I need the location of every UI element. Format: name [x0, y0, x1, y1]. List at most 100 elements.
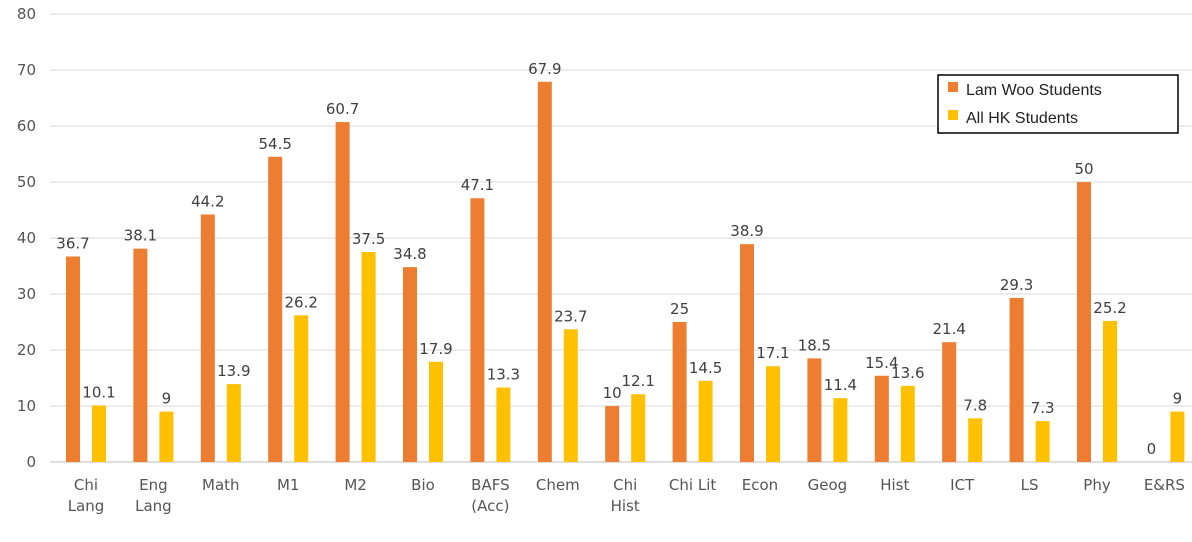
bar-all-hk [833, 398, 848, 462]
bar-all-hk [496, 387, 511, 462]
data-label: 10.1 [82, 383, 115, 401]
data-label: 17.9 [419, 340, 452, 358]
data-label: 13.9 [217, 362, 250, 380]
bar-all-hk [563, 329, 578, 462]
bar-all-hk [159, 411, 174, 462]
data-labels: 36.7 10.1 38.1 9 44.2 13.9 54.5 26.2 60.7 37.5 34.… [56, 60, 1182, 458]
bar-all-hk [226, 384, 241, 462]
bar-lam-woo [403, 267, 417, 462]
data-label: 25 [670, 300, 689, 318]
bar-lam-woo [200, 214, 215, 462]
bar-lam-woo [268, 156, 283, 463]
data-label: 11.4 [824, 376, 857, 394]
bar-lam-woo [133, 248, 148, 462]
data-label: 12.1 [621, 372, 654, 390]
data-label: 23.7 [554, 307, 587, 325]
data-label: 14.5 [689, 359, 722, 377]
bar-all-hk [1170, 411, 1185, 462]
legend-label-all-hk: All HK Students [966, 110, 1078, 127]
bars [66, 81, 1185, 463]
y-axis: 0 10 20 30 40 50 60 70 80 [17, 5, 36, 471]
y-tick-label: 70 [17, 61, 36, 79]
bar-lam-woo [672, 322, 687, 462]
bar-all-hk [92, 405, 106, 462]
y-tick-label: 50 [17, 173, 36, 191]
bar-all-hk [698, 380, 713, 462]
bar-lam-woo [537, 81, 552, 462]
data-label: 60.7 [326, 100, 359, 118]
x-category-label: LS [1021, 476, 1039, 494]
x-category-label: Geog [808, 476, 848, 494]
data-label: 15.4 [865, 354, 898, 372]
bar-lam-woo [1009, 297, 1024, 462]
legend-box [937, 74, 1179, 134]
data-label: 17.1 [756, 344, 789, 362]
y-tick-label: 60 [17, 117, 36, 135]
bar-all-hk [429, 361, 443, 462]
data-label: 25.2 [1093, 299, 1126, 317]
data-label: 67.9 [528, 60, 561, 78]
x-category-label: M1 [277, 476, 300, 494]
y-tick-label: 0 [26, 453, 36, 471]
x-category-label: Phy [1083, 476, 1111, 494]
bar-all-hk [968, 418, 983, 462]
data-label: 38.1 [124, 227, 157, 245]
bar-all-hk [631, 394, 646, 462]
x-category-label: Hist [880, 476, 909, 494]
data-label: 54.5 [258, 135, 291, 153]
x-category-label: E&RS [1144, 476, 1185, 494]
data-label: 36.7 [56, 234, 89, 252]
bar-lam-woo [335, 122, 350, 462]
bar-lam-woo [66, 256, 80, 462]
x-category-label: BAFS [471, 476, 509, 494]
data-label: 9 [162, 390, 172, 408]
x-category-label: Chi [613, 476, 637, 494]
x-category-label: Econ [742, 476, 778, 494]
bar-all-hk [1103, 320, 1117, 462]
x-category-label: M2 [344, 476, 367, 494]
data-label: 37.5 [352, 230, 385, 248]
y-tick-label: 80 [17, 5, 36, 23]
y-tick-label: 30 [17, 285, 36, 303]
bar-lam-woo [740, 244, 754, 462]
x-axis: Chi Lang Eng Lang Math M1 M2 Bio BAFS (Acc) Chem Ch… [68, 476, 1185, 515]
data-label: 13.3 [487, 366, 520, 384]
bar-lam-woo [470, 198, 485, 463]
bar-all-hk [900, 385, 915, 462]
y-tick-label: 40 [17, 229, 36, 247]
x-category-label: Chem [536, 476, 580, 494]
x-category-label: Lang [135, 497, 172, 515]
bar-lam-woo [807, 358, 822, 462]
data-label: 18.5 [798, 336, 831, 354]
data-label: 50 [1074, 160, 1093, 178]
bar-all-hk [294, 315, 309, 462]
data-label: 7.3 [1031, 399, 1055, 417]
x-category-label: Eng [139, 476, 168, 494]
x-category-label: ICT [950, 476, 975, 494]
x-category-label: Chi [74, 476, 98, 494]
data-label: 38.9 [730, 222, 763, 240]
data-label: 10 [603, 384, 622, 402]
bar-lam-woo [1077, 182, 1091, 462]
x-category-label: Bio [411, 476, 435, 494]
x-category-label: (Acc) [471, 497, 509, 515]
data-label: 9 [1173, 390, 1183, 408]
legend-label-lam-woo: Lam Woo Students [966, 82, 1102, 99]
bar-all-hk [766, 366, 780, 462]
data-label: 29.3 [1000, 276, 1033, 294]
gridlines [50, 13, 1192, 463]
x-category-label: Math [202, 476, 240, 494]
data-label: 47.1 [461, 176, 494, 194]
data-label: 34.8 [393, 245, 426, 263]
legend-swatch-all-hk [948, 110, 958, 120]
bar-lam-woo [874, 375, 889, 462]
bar-lam-woo [942, 342, 957, 462]
data-label: 44.2 [191, 192, 224, 210]
data-label: 13.6 [891, 364, 924, 382]
legend: Lam Woo Students All HK Students [937, 74, 1179, 134]
x-category-label: Chi Lit [669, 476, 716, 494]
x-category-label: Lang [68, 497, 105, 515]
data-label: 7.8 [963, 396, 987, 414]
y-tick-label: 10 [17, 397, 36, 415]
